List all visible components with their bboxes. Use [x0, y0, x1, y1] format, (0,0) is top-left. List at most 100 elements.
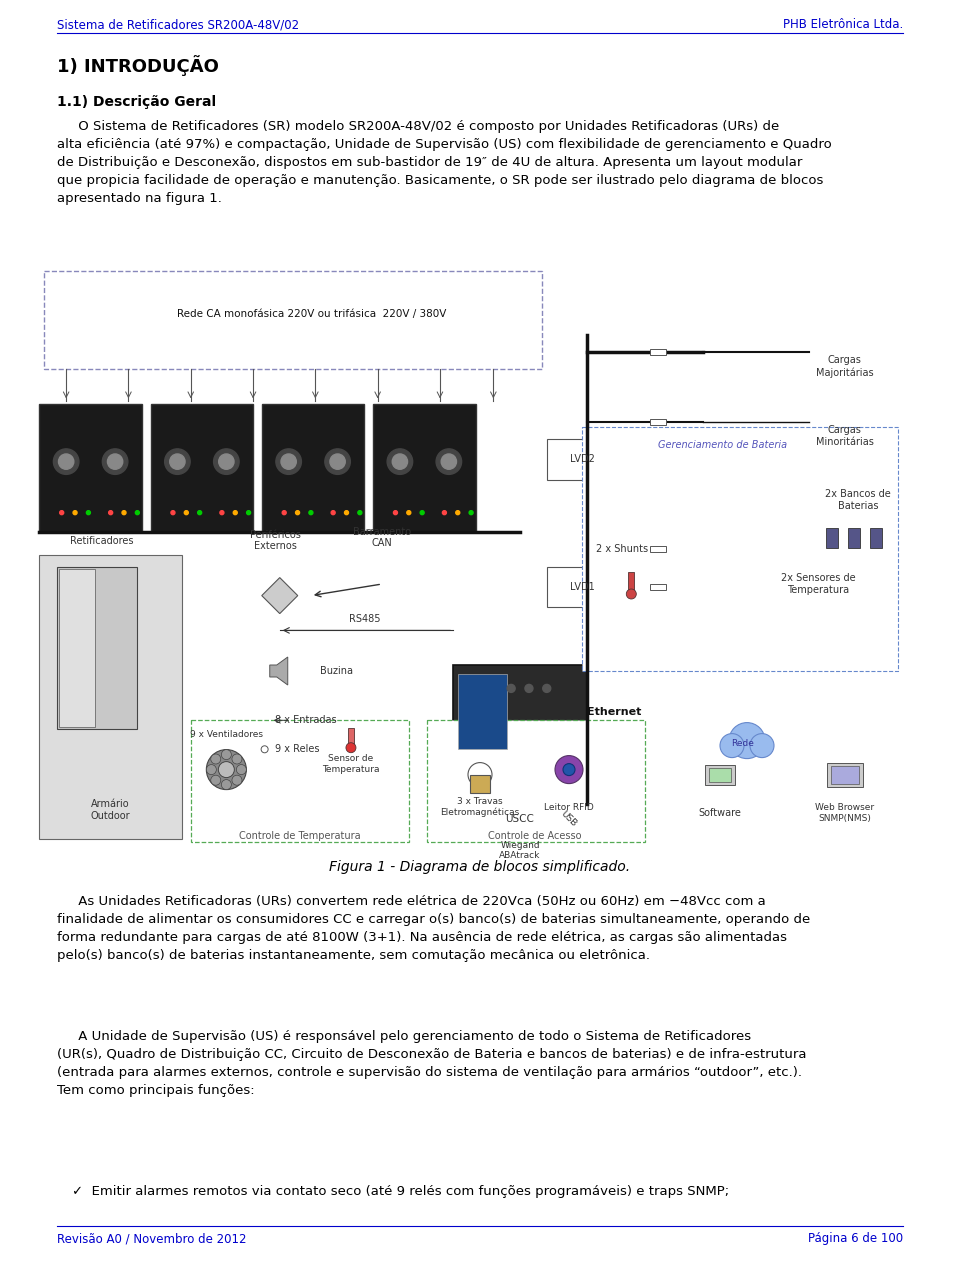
- Text: 2x Sensores de
Temperatura: 2x Sensores de Temperatura: [780, 573, 855, 594]
- Bar: [827, 764, 863, 787]
- Circle shape: [330, 454, 346, 469]
- Bar: [60, 569, 95, 727]
- Bar: [373, 404, 475, 531]
- Circle shape: [213, 449, 239, 475]
- Circle shape: [555, 756, 583, 784]
- Circle shape: [219, 454, 234, 469]
- Text: 9 x Reles: 9 x Reles: [276, 745, 320, 755]
- Bar: [628, 572, 635, 592]
- Circle shape: [198, 511, 202, 515]
- Text: Controle de Acesso: Controle de Acesso: [489, 832, 582, 842]
- Text: que propicia facilidade de operação e manutenção. Basicamente, o SR pode ser ilu: que propicia facilidade de operação e ma…: [57, 174, 824, 187]
- Bar: [191, 721, 409, 842]
- Circle shape: [236, 765, 247, 775]
- Text: Rede CA monofásica 220V ou trifásica  220V / 380V: Rede CA monofásica 220V ou trifásica 220…: [178, 309, 446, 319]
- Text: Sensor de
Temperatura: Sensor de Temperatura: [323, 755, 380, 774]
- Bar: [547, 567, 618, 607]
- Bar: [348, 728, 354, 746]
- Text: (entrada para alarmes externos, controle e supervisão do sistema de ventilação p: (entrada para alarmes externos, controle…: [57, 1066, 802, 1079]
- Bar: [870, 528, 882, 548]
- Text: Ethernet: Ethernet: [587, 707, 641, 717]
- Bar: [848, 528, 860, 548]
- Text: O Sistema de Retificadores (SR) modelo SR200A-48V/02 é composto por Unidades Ret: O Sistema de Retificadores (SR) modelo S…: [57, 120, 780, 133]
- Circle shape: [346, 743, 356, 752]
- Circle shape: [184, 511, 188, 515]
- Circle shape: [218, 761, 234, 777]
- Text: Wiegand
ABAtrack: Wiegand ABAtrack: [499, 840, 540, 861]
- Text: Tem como principais funções:: Tem como principais funções:: [57, 1084, 254, 1097]
- Text: 9 x Ventiladores: 9 x Ventiladores: [190, 731, 263, 740]
- Text: USB: USB: [560, 809, 579, 829]
- Text: 1.1) Descrição Geral: 1.1) Descrição Geral: [57, 95, 216, 109]
- Circle shape: [324, 449, 350, 475]
- Text: Buzina: Buzina: [320, 666, 353, 676]
- Circle shape: [563, 764, 575, 776]
- Text: Controle de Temperatura: Controle de Temperatura: [238, 832, 360, 842]
- Circle shape: [387, 449, 413, 475]
- Circle shape: [469, 511, 473, 515]
- Circle shape: [750, 733, 774, 757]
- Bar: [650, 546, 666, 553]
- Text: alta eficiência (até 97%) e compactação, Unidade de Supervisão (US) com flexibil: alta eficiência (até 97%) e compactação,…: [57, 138, 831, 151]
- Text: Retificadores: Retificadores: [70, 535, 133, 545]
- Bar: [458, 674, 507, 750]
- Circle shape: [276, 449, 301, 475]
- Circle shape: [282, 511, 286, 515]
- Circle shape: [309, 511, 313, 515]
- Text: Cargas
Minoritárias: Cargas Minoritárias: [816, 425, 874, 447]
- Text: Periféricos
Externos: Periféricos Externos: [250, 530, 300, 551]
- Circle shape: [358, 511, 362, 515]
- Circle shape: [135, 511, 139, 515]
- Text: Rede: Rede: [732, 740, 754, 748]
- Circle shape: [456, 511, 460, 515]
- Circle shape: [443, 511, 446, 515]
- Bar: [650, 584, 666, 589]
- Polygon shape: [262, 578, 298, 613]
- Bar: [39, 555, 181, 839]
- Text: RS485: RS485: [348, 613, 380, 623]
- Circle shape: [507, 684, 516, 693]
- Circle shape: [165, 449, 190, 475]
- Circle shape: [211, 753, 221, 764]
- Bar: [709, 769, 732, 782]
- Circle shape: [108, 454, 123, 469]
- Circle shape: [331, 511, 335, 515]
- Circle shape: [420, 511, 424, 515]
- Circle shape: [222, 750, 231, 760]
- Text: pelo(s) banco(s) de baterias instantaneamente, sem comutação mecânica ou eletrôn: pelo(s) banco(s) de baterias instantanea…: [57, 949, 650, 962]
- Text: 8 x Entradas: 8 x Entradas: [276, 716, 337, 726]
- Circle shape: [233, 511, 237, 515]
- Circle shape: [222, 780, 231, 790]
- Text: Página 6 de 100: Página 6 de 100: [808, 1232, 903, 1246]
- Text: Sistema de Retificadores SR200A-48V/02: Sistema de Retificadores SR200A-48V/02: [57, 18, 300, 32]
- Bar: [583, 428, 899, 671]
- Circle shape: [729, 723, 765, 758]
- Text: PHB Eletrônica Ltda.: PHB Eletrônica Ltda.: [782, 18, 903, 32]
- Circle shape: [345, 511, 348, 515]
- Circle shape: [247, 511, 251, 515]
- Circle shape: [442, 454, 457, 469]
- Bar: [826, 528, 837, 548]
- Text: Gerenciamento de Bateria: Gerenciamento de Bateria: [658, 439, 787, 449]
- Text: 3 x Travas
Eletromagnéticas: 3 x Travas Eletromagnéticas: [441, 798, 519, 818]
- Circle shape: [122, 511, 126, 515]
- Text: Leitor RFID: Leitor RFID: [544, 803, 594, 811]
- Text: Barramento
CAN: Barramento CAN: [353, 526, 411, 549]
- Text: A Unidade de Supervisão (US) é responsável pelo gerenciamento de todo o Sistema : A Unidade de Supervisão (US) é responsáv…: [57, 1030, 751, 1042]
- Circle shape: [206, 750, 247, 790]
- Polygon shape: [270, 658, 288, 685]
- Text: Revisão A0 / Novembro de 2012: Revisão A0 / Novembro de 2012: [57, 1232, 247, 1246]
- Circle shape: [261, 746, 268, 753]
- Bar: [650, 419, 666, 424]
- Text: 2x Bancos de
Baterias: 2x Bancos de Baterias: [826, 490, 891, 511]
- Circle shape: [296, 511, 300, 515]
- Bar: [831, 766, 859, 785]
- Circle shape: [108, 511, 112, 515]
- Text: Figura 1 - Diagrama de blocos simplificado.: Figura 1 - Diagrama de blocos simplifica…: [329, 859, 631, 875]
- Circle shape: [281, 454, 297, 469]
- Bar: [58, 567, 137, 729]
- Bar: [151, 404, 253, 531]
- Text: USCC: USCC: [506, 814, 535, 824]
- Text: As Unidades Retificadoras (URs) convertem rede elétrica de 220Vca (50Hz ou 60Hz): As Unidades Retificadoras (URs) converte…: [57, 895, 766, 907]
- Bar: [706, 765, 735, 785]
